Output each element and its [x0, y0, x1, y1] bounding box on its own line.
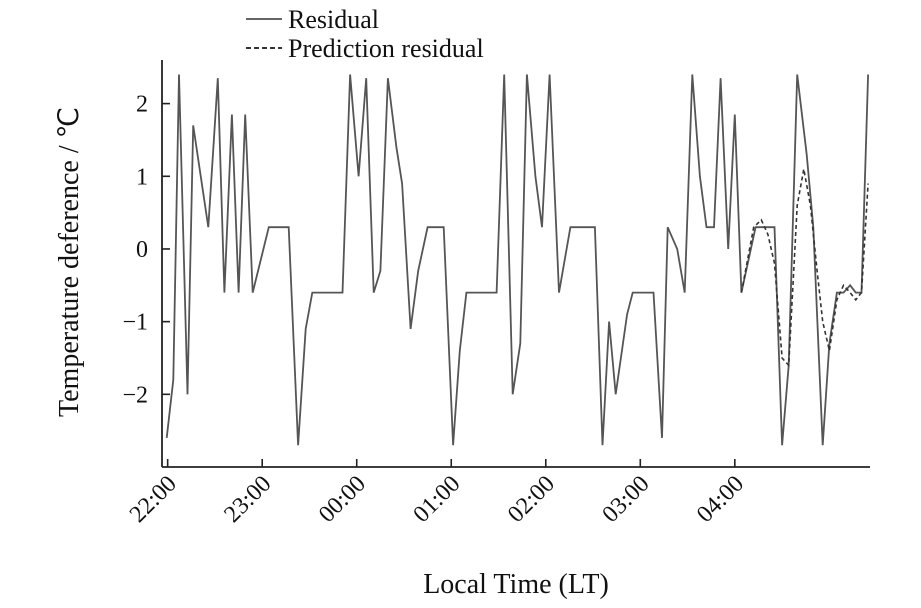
x-tick-label: 04:00 — [692, 471, 749, 528]
x-ticks: 22:00 23:00 00:00 01:00 02:00 03:00 04:00 — [125, 459, 749, 528]
legend-label-prediction-residual: Prediction residual — [288, 34, 484, 63]
series-line-prediction-residual — [740, 168, 869, 368]
x-tick-label: 03:00 — [598, 471, 655, 528]
y-tick-label: 1 — [136, 164, 148, 190]
x-tick-label: 00:00 — [314, 471, 371, 528]
x-tick-label: 02:00 — [503, 471, 560, 528]
x-tick-label: 01:00 — [408, 471, 465, 528]
y-tick-label: −2 — [122, 382, 148, 408]
y-tick-label: 2 — [136, 92, 148, 118]
x-axis-title: Local Time (LT) — [423, 569, 609, 600]
legend-label-residual: Residual — [288, 5, 379, 34]
y-tick-label: 0 — [136, 237, 148, 263]
y-tick-label: −1 — [122, 310, 148, 336]
axes — [161, 60, 870, 468]
legend: Residual Prediction residual — [246, 5, 484, 63]
y-axis-title: Temperature deference / ℃ — [54, 107, 85, 417]
x-tick-label: 22:00 — [125, 471, 182, 528]
series-layer — [165, 74, 869, 446]
x-tick-label: 23:00 — [219, 471, 276, 528]
series-line-residual — [165, 74, 869, 446]
y-ticks: 2 1 0 −1 −2 — [122, 92, 170, 408]
